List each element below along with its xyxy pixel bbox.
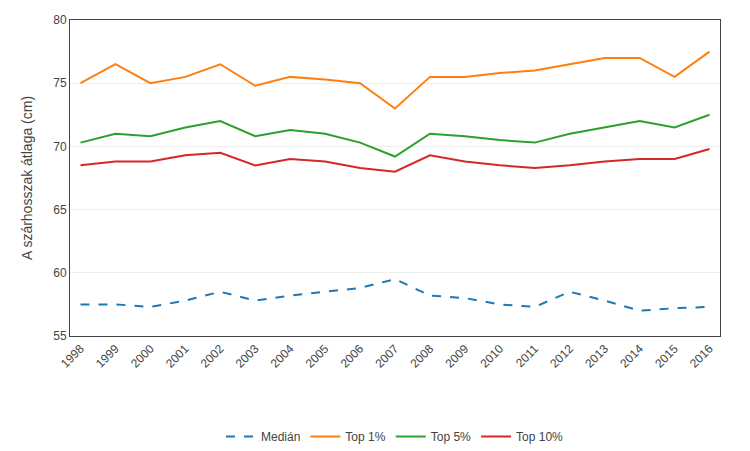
svg-text:2011: 2011 <box>513 342 541 370</box>
svg-text:Medián: Medián <box>261 430 300 444</box>
svg-text:2005: 2005 <box>303 342 332 371</box>
svg-text:A szárhosszak átlaga (cm): A szárhosszak átlaga (cm) <box>19 96 35 260</box>
svg-text:Top 1%: Top 1% <box>345 430 385 444</box>
svg-text:2009: 2009 <box>442 342 471 371</box>
svg-text:Top 5%: Top 5% <box>431 430 471 444</box>
svg-text:2010: 2010 <box>477 342 506 371</box>
svg-text:2007: 2007 <box>373 342 402 371</box>
svg-text:2001: 2001 <box>163 342 192 371</box>
svg-text:2004: 2004 <box>268 342 297 371</box>
svg-text:75: 75 <box>53 76 67 90</box>
svg-text:2003: 2003 <box>233 342 262 371</box>
svg-text:2016: 2016 <box>687 342 716 371</box>
svg-text:2014: 2014 <box>617 342 646 371</box>
svg-text:2002: 2002 <box>198 342 227 371</box>
svg-text:55: 55 <box>53 329 67 343</box>
svg-text:80: 80 <box>53 13 67 27</box>
svg-text:2012: 2012 <box>547 342 576 371</box>
svg-text:2008: 2008 <box>408 342 437 371</box>
svg-text:1999: 1999 <box>93 342 122 371</box>
svg-text:2013: 2013 <box>582 342 611 371</box>
svg-text:2006: 2006 <box>338 342 367 371</box>
svg-text:60: 60 <box>53 266 67 280</box>
svg-text:1998: 1998 <box>58 342 87 371</box>
svg-text:2000: 2000 <box>128 342 157 371</box>
svg-text:70: 70 <box>53 140 67 154</box>
svg-text:65: 65 <box>53 203 67 217</box>
svg-text:2015: 2015 <box>652 342 681 371</box>
svg-text:Top 10%: Top 10% <box>516 430 563 444</box>
